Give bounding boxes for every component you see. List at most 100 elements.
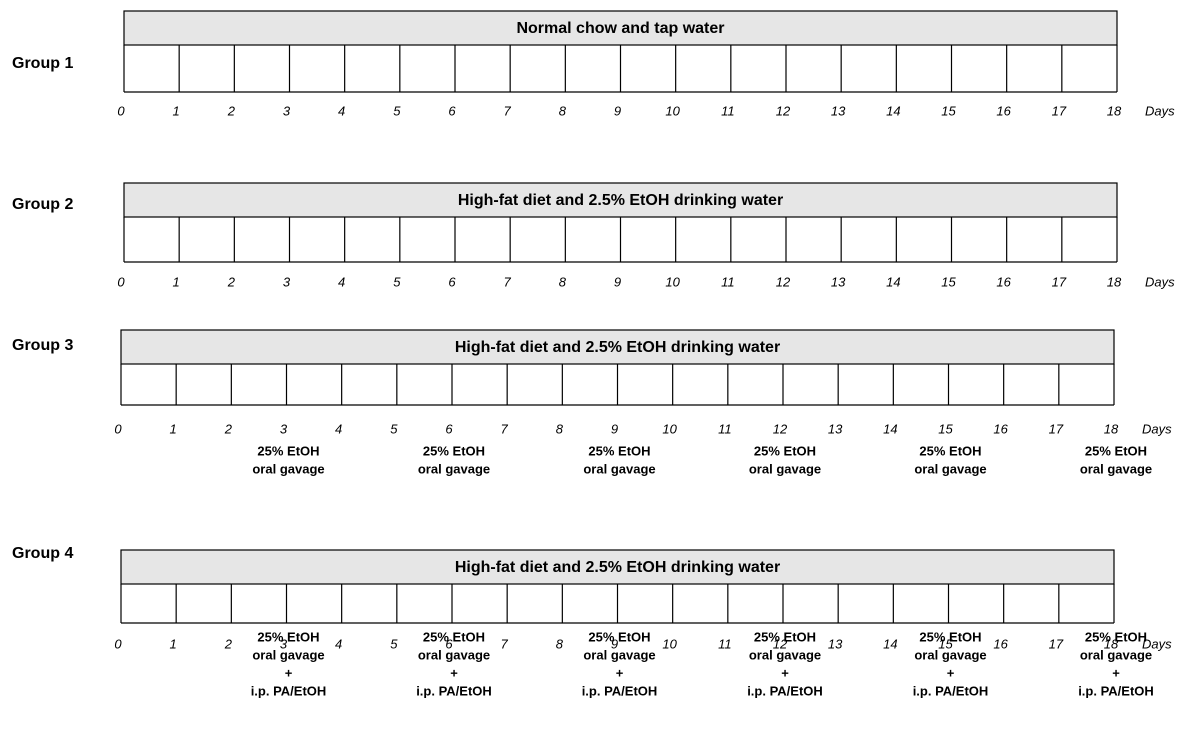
- day-label: 15: [938, 421, 953, 436]
- treatment-label: 25% EtOH: [754, 443, 816, 458]
- day-label: 18: [1104, 636, 1119, 651]
- day-label: 4: [338, 274, 345, 289]
- day-label: 3: [283, 103, 291, 118]
- day-label: 17: [1049, 636, 1064, 651]
- treatment-label: i.p. PA/EtOH: [747, 683, 823, 698]
- day-label: 6: [445, 636, 453, 651]
- group-label: Group 4: [12, 545, 73, 562]
- treatment-label: +: [616, 665, 624, 680]
- day-label: 17: [1049, 421, 1064, 436]
- diet-bar: [120, 329, 1115, 365]
- treatment-label: oral gavage: [583, 461, 655, 476]
- diet-bar: [123, 182, 1118, 218]
- day-label: 1: [173, 103, 180, 118]
- day-label: 0: [117, 274, 125, 289]
- day-label: 8: [556, 636, 564, 651]
- treatment-label: i.p. PA/EtOH: [251, 683, 327, 698]
- day-label: 10: [665, 103, 680, 118]
- day-label: 17: [1052, 103, 1067, 118]
- day-label: 18: [1104, 421, 1119, 436]
- day-label: 15: [941, 274, 956, 289]
- treatment-label: oral gavage: [914, 461, 986, 476]
- day-label: 15: [941, 103, 956, 118]
- treatment-label: oral gavage: [252, 461, 324, 476]
- day-label: 9: [611, 636, 618, 651]
- treatment-label: i.p. PA/EtOH: [416, 683, 492, 698]
- day-label: 3: [280, 421, 288, 436]
- treatment-label: 25% EtOH: [754, 629, 816, 644]
- treatment-label: oral gavage: [1080, 647, 1152, 662]
- treatment-label: 25% EtOH: [423, 443, 485, 458]
- treatment-label: 25% EtOH: [257, 443, 319, 458]
- days-unit-label: Days: [1145, 103, 1175, 118]
- treatment-label: oral gavage: [749, 647, 821, 662]
- day-label: 5: [393, 274, 401, 289]
- day-label: 1: [173, 274, 180, 289]
- treatment-label: oral gavage: [418, 647, 490, 662]
- treatment-label: 25% EtOH: [919, 443, 981, 458]
- group-label: Group 3: [12, 337, 73, 354]
- day-label: 12: [773, 636, 788, 651]
- day-label: 8: [556, 421, 564, 436]
- day-label: 2: [227, 274, 236, 289]
- days-unit-label: Days: [1145, 274, 1175, 289]
- treatment-label: 25% EtOH: [1085, 629, 1147, 644]
- day-label: 13: [831, 274, 846, 289]
- day-label: 11: [721, 274, 735, 289]
- group-label: Group 1: [12, 55, 73, 72]
- diet-bar: [120, 549, 1115, 585]
- day-label: 16: [993, 421, 1008, 436]
- day-label: 10: [662, 636, 677, 651]
- days-unit-label: Days: [1142, 636, 1172, 651]
- treatment-label: +: [1112, 665, 1120, 680]
- day-label: 0: [114, 421, 122, 436]
- treatment-label: +: [947, 665, 955, 680]
- days-unit-label: Days: [1142, 421, 1172, 436]
- day-label: 5: [390, 421, 398, 436]
- day-label: 13: [828, 421, 843, 436]
- treatment-label: 25% EtOH: [423, 629, 485, 644]
- day-label: 18: [1107, 103, 1122, 118]
- day-label: 6: [448, 274, 456, 289]
- day-label: 7: [501, 636, 509, 651]
- diet-bar-label: High-fat diet and 2.5% EtOH drinking wat…: [455, 559, 780, 576]
- day-label: 1: [170, 636, 177, 651]
- day-label: 13: [831, 103, 846, 118]
- day-label: 11: [718, 636, 732, 651]
- day-label: 9: [614, 103, 621, 118]
- day-label: 4: [338, 103, 345, 118]
- day-label: 1: [170, 421, 177, 436]
- day-label: 3: [280, 636, 288, 651]
- diet-bar-label: Normal chow and tap water: [516, 20, 724, 37]
- diet-bar: [123, 10, 1118, 46]
- treatment-label: oral gavage: [1080, 461, 1152, 476]
- day-label: 11: [721, 103, 735, 118]
- group-label: Group 2: [12, 196, 73, 213]
- day-label: 0: [114, 636, 122, 651]
- treatment-label: 25% EtOH: [588, 443, 650, 458]
- day-label: 9: [611, 421, 618, 436]
- treatment-label: oral gavage: [583, 647, 655, 662]
- day-label: 11: [718, 421, 732, 436]
- day-label: 2: [227, 103, 236, 118]
- day-label: 12: [776, 103, 791, 118]
- diet-bar-label: High-fat diet and 2.5% EtOH drinking wat…: [458, 192, 783, 209]
- treatment-label: +: [450, 665, 458, 680]
- day-label: 18: [1107, 274, 1122, 289]
- day-label: 14: [883, 421, 897, 436]
- treatment-label: oral gavage: [749, 461, 821, 476]
- treatment-label: oral gavage: [252, 647, 324, 662]
- day-label: 4: [335, 636, 342, 651]
- day-label: 7: [501, 421, 509, 436]
- diet-bar-label: High-fat diet and 2.5% EtOH drinking wat…: [455, 339, 780, 356]
- day-label: 14: [883, 636, 897, 651]
- day-label: 14: [886, 103, 900, 118]
- day-label: 7: [504, 274, 512, 289]
- day-label: 15: [938, 636, 953, 651]
- treatment-label: +: [781, 665, 789, 680]
- treatment-label: 25% EtOH: [1085, 443, 1147, 458]
- day-label: 8: [559, 103, 567, 118]
- day-label: 13: [828, 636, 843, 651]
- day-label: 5: [393, 103, 401, 118]
